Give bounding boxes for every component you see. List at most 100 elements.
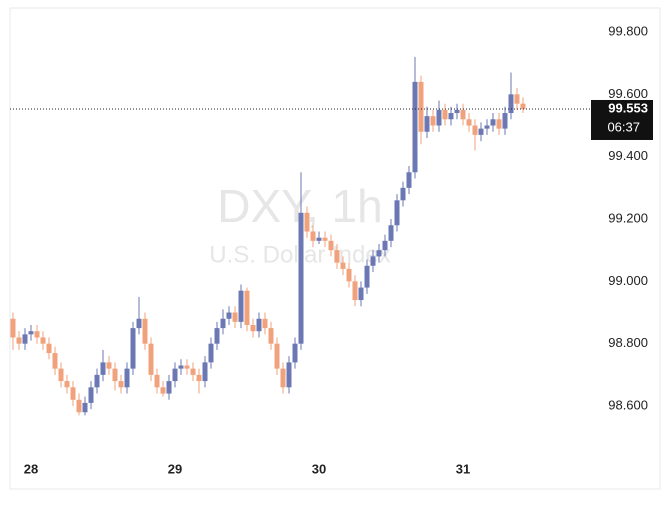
candle-body [220,318,226,329]
chart-frame [9,7,661,490]
candle-body [322,237,328,241]
candle-body [28,331,34,335]
y-tick-label: 98.800 [608,335,648,350]
candle-body [64,381,70,388]
candle-body [76,399,82,413]
candle-body [334,250,340,263]
candle-body [202,362,208,382]
candle-body [502,113,508,129]
candle-body [388,225,394,241]
candle-body [70,387,76,400]
last-price-box [591,99,653,140]
candle-body [208,343,214,363]
candle-body [100,362,106,375]
candle-body [274,343,280,369]
candle-body [10,318,16,338]
candle-body [514,94,520,104]
candle-body [46,343,52,354]
candle-body [190,368,196,375]
candle-body [244,290,250,325]
candle-body [424,116,430,132]
candle-body [472,125,478,135]
candle-body [460,109,466,120]
candle-body [214,328,220,344]
candle-body [130,328,136,369]
candle-body [88,387,94,403]
candle-body [406,172,412,188]
candle-body [196,374,202,382]
candle-body [250,324,256,332]
candle-body [496,119,502,129]
y-tick-label: 98.600 [608,397,648,412]
x-tick-label: 29 [168,461,182,476]
candle-body [58,368,64,382]
candle-body [466,119,472,126]
candle-body [160,387,166,394]
y-tick-label: 99.800 [608,23,648,38]
candle-body [166,381,172,394]
candle-body [358,287,364,301]
candle-body [364,265,370,288]
candle-body [148,343,154,375]
candle-body [226,312,232,319]
candle-body [292,343,298,363]
candle-body [232,312,238,322]
candle-body [442,109,448,120]
candle-body [286,362,292,388]
candle-body [304,212,310,232]
candle-body [352,281,358,301]
candle-body [268,328,274,344]
candle-body [124,368,130,388]
candle-body [370,256,376,266]
candle-body [82,402,88,413]
candle-body [262,318,268,329]
candle-body [346,268,352,282]
x-tick-label: 28 [24,461,38,476]
candle-body [298,212,304,344]
candle-body [448,113,454,120]
candle-body [178,365,184,369]
candle-body [34,331,40,338]
candle-body [94,374,100,388]
candle-body [340,262,346,269]
candle-body [328,240,334,251]
candle-body [376,250,382,257]
y-tick-label: 99.200 [608,210,648,225]
candle-body [310,231,316,241]
x-tick-label: 30 [312,461,326,476]
y-tick-label: 99.400 [608,148,648,163]
candle-body [316,237,322,241]
candle-body [478,128,484,135]
candle-body [256,318,262,332]
candle-body [142,318,148,344]
candle-body [382,240,388,251]
candle-body [436,109,442,126]
candle-body [418,81,424,132]
candle-body [118,381,124,388]
candle-body [490,119,496,126]
last-price-label: 99.553 [608,100,648,115]
candle-body [280,368,286,388]
candle-body [136,318,142,329]
candle-body [184,365,190,369]
candle-body [520,103,526,109]
candle-body [40,337,46,344]
candle-body [154,374,160,388]
candle-body [400,187,406,201]
candle-body [16,337,22,344]
candle-body [172,368,178,382]
candle-body [430,116,436,126]
y-tick-label: 99.000 [608,273,648,288]
x-tick-label: 31 [456,461,470,476]
countdown: 06:37 [607,119,640,134]
candle-body [508,94,514,114]
candle-body [112,368,118,382]
candle-body [238,290,244,322]
candle-body [412,81,418,173]
candle-body [106,362,112,369]
candle-body [22,334,28,344]
candle-body [484,125,490,129]
candle-body [394,200,400,226]
candle-body [454,109,460,114]
